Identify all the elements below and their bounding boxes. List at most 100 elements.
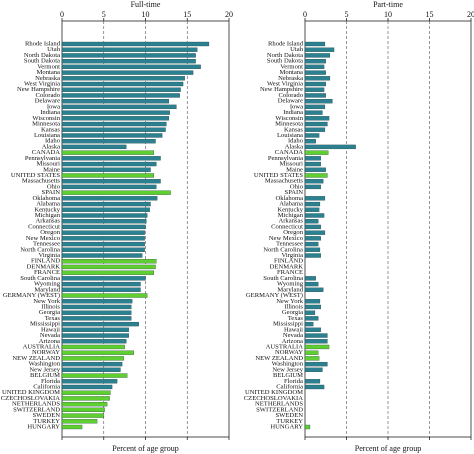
y-tick-label: Georgia: [282, 309, 303, 316]
bar: [61, 121, 167, 127]
bar: [304, 424, 311, 430]
bar: [304, 87, 325, 92]
bar: [61, 58, 196, 64]
bar: [61, 99, 170, 104]
bar: [304, 179, 324, 184]
x-tick-label: 0: [303, 10, 307, 19]
y-tick-label: SPAIN: [285, 189, 304, 196]
bar: [61, 407, 105, 413]
bar: [61, 150, 154, 155]
bar: [61, 133, 163, 138]
bar: [61, 104, 177, 110]
y-tick-label: South Dakota: [267, 58, 303, 65]
y-tick-label: New Jersey: [29, 366, 60, 373]
bar: [61, 87, 181, 92]
y-tick-label: UNITED KINGDOM: [2, 389, 60, 396]
y-tick-label: Connecticut: [28, 223, 60, 230]
x-tick-label: 5: [102, 10, 106, 19]
bar: [61, 196, 158, 201]
y-tick-label: South Dakota: [24, 58, 60, 65]
y-tick-label: SWEDEN: [33, 412, 61, 419]
y-tick-label: NORWAY: [275, 349, 303, 356]
y-tick-label: SPAIN: [42, 189, 61, 196]
bar: [61, 253, 143, 258]
y-tick-label: New Mexico: [26, 235, 61, 242]
bar: [61, 93, 180, 98]
y-tick-label: CANADA: [32, 149, 60, 156]
bar: [61, 64, 201, 70]
bar: [61, 424, 83, 430]
bar: [304, 207, 320, 212]
bar: [304, 379, 321, 384]
bar: [304, 133, 320, 138]
y-tick-label: Utah: [290, 46, 304, 53]
bar: [304, 116, 330, 121]
y-tick-label: Illinois: [41, 303, 60, 310]
y-tick-label: New Hampshire: [17, 86, 60, 93]
y-tick-label: North Dakota: [267, 52, 303, 59]
y-tick-label: NETHERLANDS: [12, 401, 60, 408]
bar: [61, 161, 157, 167]
bar: [304, 201, 321, 207]
y-tick-label: Colorado: [278, 92, 303, 99]
bar: [61, 224, 146, 230]
y-tick-label: Alaska: [42, 143, 60, 150]
y-tick-label: NETHERLANDS: [255, 401, 303, 408]
bar: [61, 350, 134, 355]
bar: [304, 156, 321, 161]
y-tick-label: FINLAND: [274, 258, 303, 265]
y-tick-label: TURKEY: [276, 418, 303, 425]
y-tick-label: New York: [276, 298, 303, 305]
y-tick-label: CZECHOSLOVAKIA: [244, 395, 303, 402]
bar: [61, 179, 161, 184]
bar: [61, 213, 148, 218]
panel-title: Part-time: [373, 0, 403, 9]
y-tick-label: Oklahoma: [276, 195, 304, 202]
bar: [304, 310, 316, 315]
y-tick-label: Virginia: [39, 252, 61, 259]
y-tick-label: South Carolina: [263, 275, 303, 282]
y-tick-label: Arkansas: [35, 218, 60, 225]
y-tick-label: Vermont: [37, 63, 60, 70]
bar: [304, 224, 321, 230]
bar: [304, 241, 319, 247]
y-tick-label: Texas: [288, 315, 304, 322]
bar: [304, 321, 314, 327]
bar: [61, 396, 110, 401]
y-tick-label: New Jersey: [272, 366, 303, 373]
y-tick-label: Nebraska: [35, 75, 60, 82]
y-tick-label: Ohio: [290, 183, 304, 190]
bar: [304, 253, 321, 258]
bar: [304, 64, 325, 70]
y-tick-label: Minnesota: [275, 121, 303, 128]
bar: [304, 384, 325, 390]
y-tick-label: Louisiana: [34, 132, 60, 139]
bar: [304, 47, 335, 52]
y-tick-label: Pennsylvania: [268, 155, 303, 162]
bar: [61, 116, 170, 121]
y-tick-label: Massachusetts: [265, 178, 304, 185]
y-tick-label: California: [276, 384, 303, 391]
y-tick-label: Nebraska: [278, 75, 303, 82]
bar: [304, 247, 321, 252]
bar: [61, 293, 148, 298]
y-tick-label: GERMANY (WEST): [246, 292, 303, 299]
bar: [61, 156, 161, 161]
bar: [304, 230, 326, 235]
bar: [304, 333, 328, 338]
bar: [304, 53, 331, 58]
y-tick-label: Wyoming: [34, 281, 61, 288]
bar: [61, 316, 132, 321]
y-tick-label: California: [33, 384, 60, 391]
y-tick-label: Minnesota: [32, 121, 60, 128]
y-tick-label: Ohio: [47, 183, 61, 190]
bar: [304, 93, 326, 98]
bar: [61, 264, 156, 270]
bar: [304, 339, 328, 344]
y-tick-label: Maryland: [34, 286, 60, 293]
y-tick-label: North Carolina: [20, 246, 60, 253]
bar: [304, 350, 319, 355]
y-tick-label: Arizona: [39, 338, 60, 345]
y-tick-label: NEW ZEALAND: [255, 355, 303, 362]
